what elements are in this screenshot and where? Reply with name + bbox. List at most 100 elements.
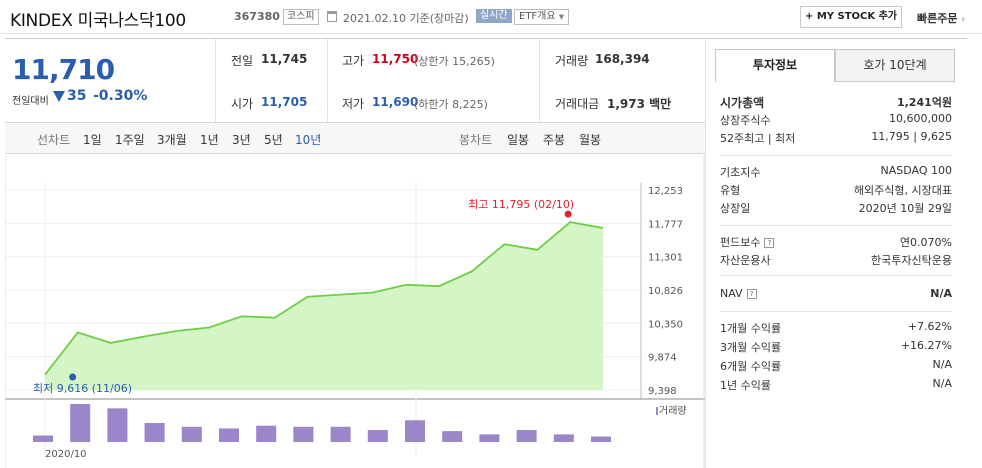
- volume-bar: [33, 435, 53, 442]
- week52-label: 52주최고 | 최저: [720, 132, 796, 145]
- y-tick-label: 9,398: [648, 386, 677, 397]
- type-row: 유형 해외주식형, 시장대표: [720, 181, 952, 199]
- candle-daily[interactable]: 일봉: [507, 133, 530, 147]
- prev-close-label: 전일: [231, 54, 254, 68]
- chevron-down-icon: ▼: [558, 13, 565, 21]
- return-1m-value: +7.62%: [907, 320, 952, 333]
- volume-bar: [479, 434, 500, 442]
- y-tick-label: 11,301: [648, 253, 683, 264]
- low-value: 11,690: [372, 95, 419, 109]
- return-1m-row: 1개월 수익률 +7.62%: [720, 319, 952, 337]
- quick-order-label: 빠른주문: [917, 12, 958, 25]
- base-index-row: 기초지수 NASDAQ 100: [720, 163, 952, 181]
- shares-row: 상장주식수 10,600,000: [720, 111, 952, 129]
- divider: [720, 311, 952, 312]
- volume-legend-swatch: [656, 407, 658, 415]
- prev-close-value: 11,745: [261, 52, 308, 66]
- volume-bar: [293, 426, 314, 442]
- x-tick-label: 2020/10: [45, 449, 87, 460]
- market-cap-value: 1,241억원: [896, 96, 952, 109]
- asset-manager-row: 자산운용사 한국투자신탁운용: [720, 251, 952, 269]
- volume-bar: [181, 426, 202, 442]
- help-icon[interactable]: ?: [764, 238, 775, 248]
- stock-name: KINDEX 미국나스닥100: [10, 11, 186, 31]
- listing-date-row: 상장일 2020년 10월 29일: [720, 199, 952, 217]
- volume-bar: [367, 430, 388, 442]
- return-1y-label: 1년 수익률: [720, 379, 771, 392]
- volume-bar: [553, 434, 574, 442]
- lower-limit: (하한가 8,225): [414, 98, 488, 111]
- asset-manager-label: 자산운용사: [720, 254, 771, 267]
- price-area-fill: [45, 222, 603, 390]
- open-value: 11,705: [261, 95, 308, 109]
- divider: [720, 225, 952, 226]
- base-index-label: 기초지수: [720, 166, 761, 179]
- market-cap-row: 시가총액 1,241억원: [720, 93, 952, 111]
- investment-info-panel: 투자정보 호가 10단계 시가총액 1,241억원 상장주식수 10,600,0…: [705, 38, 967, 468]
- price-chart: 12,253 11,777 11,301 10,826 10,350 9,874 9,398…: [4, 155, 705, 468]
- fund-fee-label-text: 펀드보수: [720, 236, 761, 249]
- period-1y[interactable]: 1년: [200, 133, 219, 147]
- return-1y-row: 1년 수익률 N/A: [720, 376, 952, 394]
- tab-order-book[interactable]: 호가 10단계: [835, 49, 955, 82]
- period-3m[interactable]: 3개월: [157, 133, 187, 147]
- min-point: [69, 373, 77, 381]
- etf-overview-dropdown[interactable]: ETF개요 ▼: [514, 9, 570, 25]
- period-1d[interactable]: 1일: [83, 133, 102, 147]
- divider: [720, 275, 952, 276]
- change-value: 35: [67, 88, 87, 104]
- y-tick-label: 11,777: [648, 219, 683, 230]
- y-tick-label: 10,826: [648, 286, 683, 297]
- candle-weekly[interactable]: 주봉: [543, 133, 566, 147]
- volume-bar: [144, 423, 165, 442]
- period-1w[interactable]: 1주일: [115, 133, 145, 147]
- shares-value: 10,600,000: [889, 112, 952, 125]
- volume-bar: [107, 408, 128, 442]
- open-label: 시가: [231, 97, 254, 111]
- period-5y[interactable]: 5년: [264, 133, 283, 147]
- amount-value: 1,973 백만: [607, 97, 672, 111]
- period-3y[interactable]: 3년: [232, 133, 251, 147]
- market-badge: 코스피: [283, 9, 319, 25]
- type-value: 해외주식형, 시장대표: [853, 184, 952, 197]
- period-10y[interactable]: 10년: [295, 133, 322, 147]
- volume-bar: [219, 428, 239, 442]
- week52-value: 11,795 | 9,625: [871, 130, 952, 143]
- stock-code: 367380: [234, 10, 280, 23]
- y-tick-label: 12,253: [648, 186, 683, 197]
- y-tick-label: 10,350: [648, 319, 683, 330]
- divider: [327, 39, 328, 123]
- max-annotation: 최고 11,795 (02/10): [468, 198, 574, 211]
- help-icon[interactable]: ?: [746, 289, 757, 299]
- volume-legend: 거래량: [659, 405, 687, 417]
- base-index-value: NASDAQ 100: [880, 164, 953, 177]
- volume-bar: [516, 430, 537, 442]
- quick-order-button[interactable]: 빠른주문 ›: [917, 10, 965, 26]
- return-3m-value: +16.27%: [900, 339, 952, 352]
- amount-label: 거래대금: [555, 97, 600, 111]
- current-price: 11,710: [12, 53, 115, 86]
- return-6m-row: 6개월 수익률 N/A: [720, 357, 952, 375]
- add-my-stock-button[interactable]: + MY STOCK 추가: [800, 6, 902, 28]
- max-point: [564, 210, 572, 218]
- realtime-badge[interactable]: 실시간: [476, 9, 512, 23]
- fund-fee-value: 연0.070%: [899, 236, 952, 249]
- high-label: 고가: [342, 54, 365, 68]
- down-arrow-icon: [53, 91, 65, 102]
- base-date: 2021.02.10 기준(장마감): [343, 12, 469, 25]
- divider: [720, 155, 952, 156]
- tab-investment-info[interactable]: 투자정보: [715, 49, 835, 82]
- week52-row: 52주최고 | 최저 11,795 | 9,625: [720, 129, 952, 147]
- volume-value: 168,394: [595, 52, 650, 66]
- upper-limit: (상한가 15,265): [414, 55, 495, 68]
- volume-bar: [330, 426, 351, 442]
- fund-fee-row: 펀드보수? 연0.070%: [720, 233, 952, 251]
- listing-date-label: 상장일: [720, 202, 751, 215]
- candle-monthly[interactable]: 월봉: [579, 133, 602, 147]
- divider: [215, 39, 216, 123]
- volume-bar: [256, 425, 277, 442]
- volume-bar: [591, 436, 611, 442]
- return-6m-label: 6개월 수익률: [720, 360, 782, 373]
- fund-fee-label: 펀드보수?: [720, 234, 775, 250]
- nav-label-text: NAV: [720, 287, 743, 300]
